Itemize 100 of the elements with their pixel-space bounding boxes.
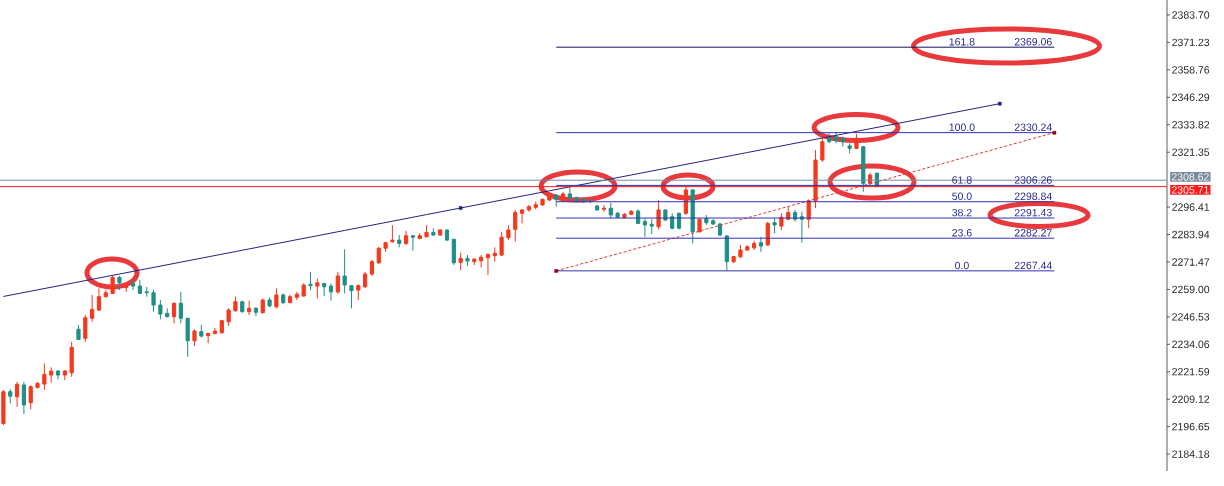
candlestick (847, 142, 852, 154)
candlestick (752, 240, 757, 251)
ref-line-label: 2308.62 (1171, 173, 1209, 181)
candlestick (499, 231, 504, 257)
candlestick (472, 257, 477, 266)
candlestick (479, 254, 484, 268)
candlestick (96, 287, 102, 312)
candlestick (861, 145, 866, 193)
annotation: 2306.26 (1014, 176, 1052, 184)
y-tick-label: 2196.65 (1172, 422, 1210, 431)
candlestick (8, 388, 13, 404)
candlestick (745, 244, 750, 252)
ref-line-label: 2305.71 (1171, 186, 1209, 194)
y-tick-label: 2383.70 (1172, 11, 1210, 19)
candlestick (526, 204, 531, 213)
candlestick (287, 294, 293, 304)
candlestick (199, 324, 204, 338)
point (554, 269, 558, 273)
candlestick (731, 255, 736, 264)
candlestick (608, 202, 613, 219)
candlestick (840, 136, 845, 148)
candlestick (171, 302, 177, 324)
candlestick (158, 299, 163, 320)
y-tick-label: 2371.23 (1172, 38, 1210, 47)
candlestick (513, 209, 518, 243)
annotation: 2282.27 (1014, 229, 1052, 237)
y-tick-label: 2234.06 (1172, 340, 1210, 349)
candlestick (260, 297, 265, 314)
candlestick (444, 228, 450, 242)
point (458, 206, 463, 210)
candlestick (83, 314, 88, 343)
y-tick-label: 2271.47 (1172, 258, 1210, 266)
candlestick (76, 324, 81, 341)
y-tick-label: 2358.76 (1172, 66, 1210, 74)
candlestick (397, 234, 402, 248)
candlestick (519, 208, 525, 224)
candlestick (827, 132, 832, 144)
annotation: 2291.43 (1014, 208, 1052, 217)
candlestick (253, 306, 259, 317)
candlestick (403, 230, 409, 246)
candlestick (485, 252, 491, 276)
y-tick-label: 2259.00 (1172, 285, 1210, 294)
candlestick (642, 217, 648, 238)
candlestick (212, 327, 218, 336)
candlestick (185, 317, 190, 358)
annotation: 23.6 (952, 229, 972, 237)
candlestick (130, 279, 136, 291)
candlestick (390, 224, 395, 244)
candlestick (506, 224, 511, 241)
candlestick (533, 201, 538, 210)
y-tick-label: 2221.59 (1172, 368, 1210, 376)
y-tick-label: 2346.29 (1172, 93, 1210, 102)
candlestick (62, 369, 67, 381)
candlestick (55, 369, 61, 380)
candlestick (137, 279, 142, 295)
candlestick (206, 332, 211, 344)
candlestick (595, 204, 600, 212)
candlestick (738, 244, 743, 259)
candlestick (554, 193, 559, 208)
y-tick-label: 2184.18 (1172, 450, 1210, 458)
candlestick (322, 282, 327, 297)
candlestick (315, 277, 320, 299)
candlestick (601, 204, 607, 213)
candlestick (308, 271, 313, 291)
y-tick-label: 2209.12 (1172, 395, 1210, 403)
candlestick (656, 199, 661, 230)
candlestick (629, 209, 634, 216)
point (1052, 130, 1057, 135)
candlestick (240, 300, 245, 314)
y-tick-label: 2321.35 (1172, 148, 1210, 156)
candlestick (69, 341, 74, 378)
candlestick (192, 328, 197, 347)
candlestick (165, 307, 170, 318)
candlestick (35, 381, 40, 389)
candlestick (690, 188, 695, 244)
annotation: 61.8 (952, 176, 972, 184)
candlestick (49, 366, 54, 384)
candlestick (772, 217, 777, 234)
candlestick (103, 289, 108, 298)
candlestick (1, 389, 6, 426)
candlestick (246, 300, 252, 316)
candlestick (711, 218, 716, 226)
candlestick (465, 254, 470, 267)
candlestick (233, 296, 238, 313)
y-tick-label: 2296.41 (1172, 203, 1210, 211)
candlestick (438, 228, 443, 237)
point (997, 101, 1002, 106)
candlestick (14, 381, 20, 408)
candlestick (342, 248, 347, 294)
candlestick (349, 284, 354, 309)
candlestick (328, 282, 334, 302)
candlestick (363, 271, 368, 289)
candlestick (854, 133, 859, 150)
y-tick-label: 2246.53 (1172, 313, 1210, 321)
candlestick (697, 217, 702, 234)
candlestick (21, 381, 26, 415)
annotation: 2298.84 (1014, 192, 1052, 201)
candlestick (178, 291, 183, 324)
candlestick (294, 291, 299, 301)
candlestick (369, 259, 375, 277)
